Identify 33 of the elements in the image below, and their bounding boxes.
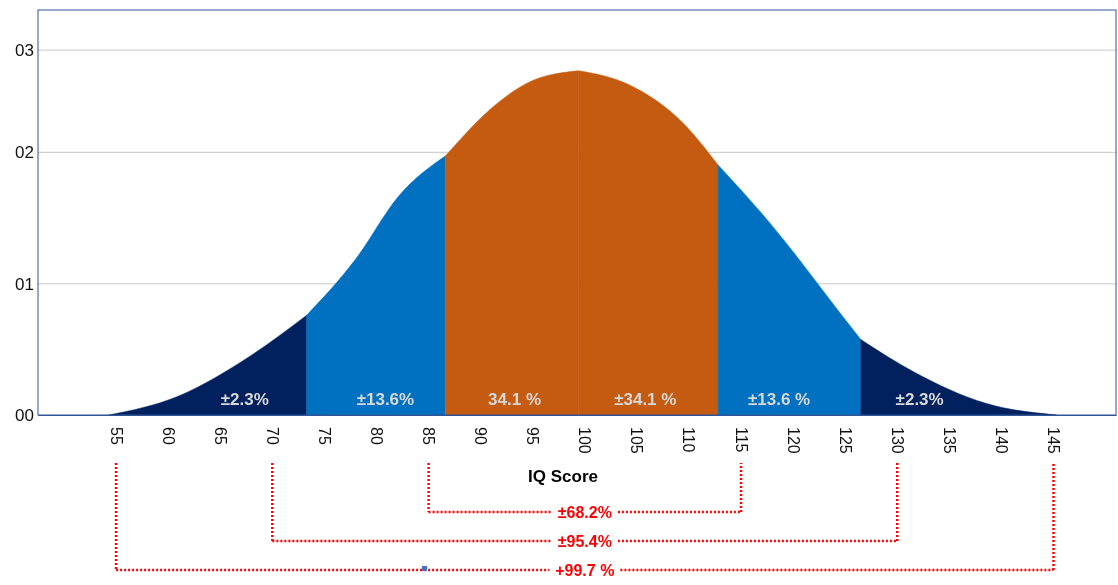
annotation: 34.1 % bbox=[488, 389, 542, 409]
x-tick-label: 100 bbox=[576, 427, 594, 454]
text: 01 bbox=[15, 274, 34, 294]
text: +99.7 % bbox=[555, 561, 615, 579]
x-tick-label: 140 bbox=[992, 427, 1010, 454]
x-tick-label: 130 bbox=[888, 427, 906, 454]
x-tick-label: 105 bbox=[628, 427, 646, 454]
text: 03 bbox=[15, 41, 34, 61]
x-tick-label: 135 bbox=[940, 427, 958, 454]
x-tick-label: 80 bbox=[368, 427, 385, 445]
annotation: ±34.1 % bbox=[614, 389, 677, 409]
x-tick-label: 60 bbox=[159, 427, 177, 445]
x-tick-label: 85 bbox=[420, 427, 438, 445]
text: 00 bbox=[15, 405, 34, 425]
x-tick-label: 115 bbox=[732, 427, 750, 453]
text: 02 bbox=[15, 143, 34, 163]
x-tick-label: 120 bbox=[784, 427, 802, 454]
x-axis-title: IQ Score bbox=[528, 467, 598, 486]
text: ±95.4% bbox=[557, 532, 612, 550]
annotation: ±13.6% bbox=[356, 389, 415, 409]
annotation: ±13.6 % bbox=[747, 389, 811, 409]
x-tick-label: 65 bbox=[211, 427, 229, 445]
x-tick-label: 55 bbox=[107, 427, 125, 445]
text: ±68.2% bbox=[557, 503, 612, 521]
x-tick-label: 125 bbox=[836, 427, 854, 454]
x-tick-label: 110 bbox=[680, 427, 698, 453]
x-tick-label: 75 bbox=[315, 427, 333, 445]
x-tick-label: 90 bbox=[472, 427, 490, 445]
annotation: ±2.3% bbox=[220, 389, 269, 409]
x-tick-label: 95 bbox=[524, 427, 542, 445]
annotation: ±2.3% bbox=[895, 389, 944, 409]
x-tick-label: 70 bbox=[263, 427, 281, 445]
x-tick-label: 145 bbox=[1045, 427, 1063, 454]
